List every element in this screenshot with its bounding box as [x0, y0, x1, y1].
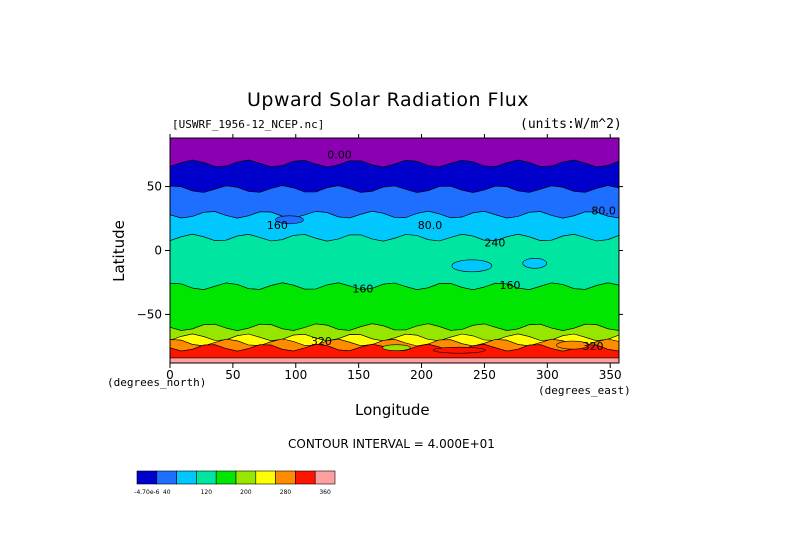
colorbar-swatch [275, 470, 296, 485]
x-unit-label: (degrees_east) [538, 384, 631, 397]
contour-island [451, 259, 493, 273]
y-tick-label: −50 [137, 307, 162, 321]
colorbar-tick-label: 280 [280, 489, 292, 496]
colorbar-swatch [295, 470, 316, 485]
contour-label: 160 [500, 279, 521, 292]
source-file-label: [USWRF_1956-12_NCEP.nc] [172, 118, 325, 131]
contour-band [170, 357, 619, 363]
contour-island [382, 344, 411, 351]
x-axis-label: Longitude [355, 401, 430, 419]
colorbar-tick-label: 120 [201, 489, 213, 496]
units-label: (units:W/m^2) [520, 117, 622, 132]
colorbar-tick-label: 360 [319, 489, 331, 496]
contour-label: 160 [267, 219, 288, 232]
x-tick-label: 200 [410, 368, 433, 382]
contour-island [275, 215, 304, 225]
y-axis-label: Latitude [109, 220, 128, 282]
chart-title: Upward Solar Radiation Flux [247, 89, 530, 111]
colorbar-swatch [136, 470, 158, 485]
contour-band [170, 185, 619, 219]
contour-label: 80.0 [591, 205, 616, 218]
contour-label: 320 [583, 340, 604, 353]
colorbar-swatch [255, 470, 276, 485]
colorbar-tick-label: -4.70e-6 [134, 489, 159, 496]
contour-interval-note: CONTOUR INTERVAL = 4.000E+01 [288, 437, 495, 451]
contour-label: 0.00 [327, 148, 352, 161]
colorbar-swatch [156, 470, 177, 485]
x-tick-label: 50 [225, 368, 240, 382]
x-tick-label: 350 [599, 368, 622, 382]
y-tick-label: 0 [154, 244, 162, 258]
contour-island [556, 340, 589, 350]
contour-label: 320 [311, 335, 332, 348]
x-tick-label: 150 [347, 368, 370, 382]
contour-band [170, 233, 619, 291]
colorbar-tick-label: 200 [240, 489, 252, 496]
x-tick-label: 0 [166, 368, 174, 382]
contour-island [522, 257, 548, 269]
x-tick-label: 250 [473, 368, 496, 382]
contour-label: 240 [484, 237, 505, 250]
contour-label: 160 [352, 283, 373, 296]
colorbar-swatch [196, 470, 217, 485]
contour-label: 80.0 [418, 219, 443, 232]
colorbar-swatch [235, 470, 257, 485]
colorbar-swatch [176, 470, 197, 485]
colorbar-tick-label: 40 [163, 489, 171, 496]
y-tick-label: 50 [147, 180, 162, 194]
contour-band [170, 282, 619, 332]
contour-island [432, 346, 486, 354]
colorbar-swatch [314, 470, 336, 485]
y-unit-label: (degrees_north) [107, 376, 207, 389]
x-tick-label: 100 [284, 368, 307, 382]
x-tick-label: 300 [536, 368, 559, 382]
colorbar-swatch [215, 470, 237, 485]
